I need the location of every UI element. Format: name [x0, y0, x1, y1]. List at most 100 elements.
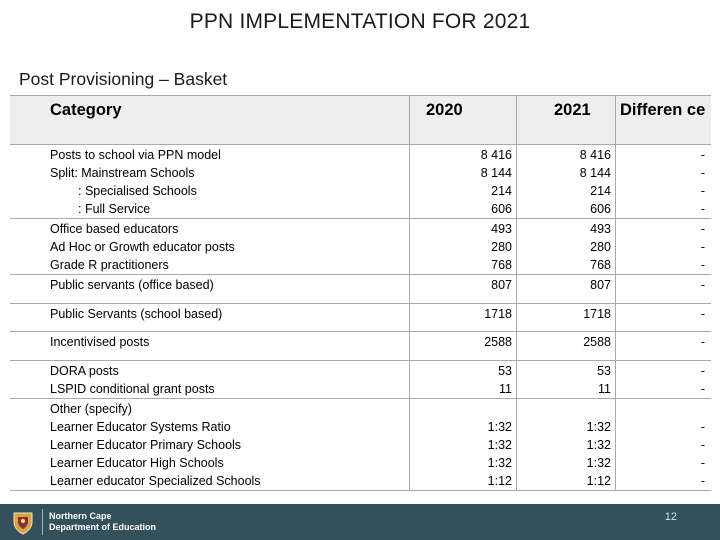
row-value: 1:12 [586, 473, 611, 488]
row-value: 53 [597, 363, 611, 378]
category-cell: Posts to school via PPN model Split: Main… [10, 145, 410, 218]
value-2021-cell: 807 [517, 275, 616, 303]
row-label: Learner educator Specialized Schools [50, 473, 261, 488]
row-value: - [700, 222, 705, 236]
value-2021-cell: 53 11 [517, 360, 616, 398]
value-2020-cell: 1:32 1:32 1:32 1:12 [410, 398, 517, 490]
row-value: 214 [491, 184, 512, 198]
row-value: 807 [590, 278, 611, 292]
table-row: Office based educators Ad Hoc or Growth e… [10, 219, 711, 275]
header-2020: 2020 [410, 96, 517, 144]
table-row: Public Servants (school based) 1718 1718 - [10, 303, 711, 332]
value-2020-cell: 493 280 768 [410, 219, 517, 274]
row-value: 1:12 [487, 473, 512, 488]
row-label: Learner Educator High Schools [50, 455, 224, 470]
row-label: Learner Educator Primary Schools [50, 437, 242, 452]
row-value: 807 [491, 278, 512, 292]
row-value: 1:32 [586, 419, 611, 434]
row-value: - [700, 419, 705, 434]
row-value: - [700, 437, 705, 452]
difference-cell: - [616, 304, 711, 332]
row-value: 280 [590, 240, 611, 254]
row-value: - [700, 363, 705, 378]
row-value: 768 [491, 258, 512, 272]
row-value: - [700, 166, 705, 180]
row-value: - [700, 278, 705, 292]
row-value: 768 [590, 258, 611, 272]
row-value: 280 [491, 240, 512, 254]
table-row: Incentivised posts 2588 2588 - [10, 332, 711, 361]
row-value: 1:32 [487, 419, 512, 434]
row-label: Split: Mainstream Schools [50, 166, 195, 180]
row-value: 11 [499, 381, 512, 396]
category-cell: Office based educators Ad Hoc or Growth e… [10, 219, 410, 274]
footer-divider [42, 509, 43, 535]
section-title: Post Provisioning – Basket [19, 69, 228, 89]
row-label: Public servants (office based) [50, 278, 214, 292]
table-row: DORA posts LSPID conditional grant posts 5… [10, 360, 711, 399]
row-label: : Specialised Schools [78, 184, 197, 198]
row-value: 493 [491, 222, 512, 236]
value-2020-cell: 1718 [410, 303, 517, 331]
header-difference: Differen ce [620, 101, 706, 119]
row-value: 1:32 [487, 437, 512, 452]
row-value: - [700, 306, 705, 321]
row-value [517, 400, 611, 418]
row-label: Ad Hoc or Growth educator posts [50, 240, 235, 254]
category-cell: DORA posts LSPID conditional grant posts [10, 360, 410, 398]
difference-cell: - - - [616, 219, 711, 274]
value-2020-cell: 53 11 [410, 360, 517, 398]
row-label: Incentivised posts [50, 335, 150, 349]
row-value: 53 [498, 363, 512, 378]
row-value: - [700, 473, 705, 488]
table-body: Posts to school via PPN model Split: Main… [10, 145, 711, 491]
row-label: Office based educators [50, 222, 179, 236]
table-header-row: Category 2020 2021 Differen ce [10, 96, 711, 145]
value-2020-cell: 8 416 8 144 214 606 [410, 145, 517, 218]
post-provisioning-table: Category 2020 2021 Differen ce Posts to … [10, 95, 711, 491]
row-value: 606 [491, 202, 512, 216]
row-value: - [700, 381, 705, 396]
row-value [410, 400, 512, 418]
table-row: Public servants (office based) 807 807 - [10, 275, 711, 304]
value-2021-cell: 8 416 8 144 214 606 [517, 145, 616, 218]
row-value: 11 [598, 381, 611, 396]
category-cell: Public servants (office based) [10, 275, 410, 303]
difference-cell: - [616, 332, 711, 360]
difference-cell: - - - - [616, 145, 711, 218]
row-value: - [700, 184, 705, 198]
category-cell: Public Servants (school based) [10, 303, 410, 331]
value-2021-cell: 493 280 768 [517, 219, 616, 274]
org-name: Northern Cape Department of Education [49, 511, 156, 533]
row-value: 2588 [583, 335, 611, 349]
value-2020-cell: 807 [410, 275, 517, 303]
row-value: 8 144 [579, 166, 611, 180]
row-value: 1718 [484, 306, 512, 321]
footer-bar: Northern Cape Department of Education 12 [0, 504, 720, 540]
row-value: - [700, 335, 705, 349]
difference-cell: - [616, 275, 711, 303]
header-category: Category [10, 96, 410, 144]
row-label: Other (specify) [50, 401, 132, 416]
value-2020-cell: 2588 [410, 332, 517, 360]
difference-cell: - - - - [616, 399, 711, 490]
row-value: 1:32 [586, 455, 611, 470]
row-value: 493 [590, 222, 611, 236]
row-label: Posts to school via PPN model [50, 148, 221, 162]
row-value: 214 [590, 184, 611, 198]
row-label: DORA posts [50, 363, 119, 378]
value-2021-cell: 1718 [517, 303, 616, 331]
row-value: 8 416 [480, 148, 512, 162]
row-value: 1:32 [487, 455, 512, 470]
row-value: 606 [590, 202, 611, 216]
org-name-line1: Northern Cape [49, 511, 112, 521]
coat-of-arms-icon [13, 512, 33, 535]
table-row: Other (specify) Learner Educator Systems … [10, 398, 711, 491]
row-label: Public Servants (school based) [50, 306, 223, 321]
org-name-line2: Department of Education [49, 522, 157, 532]
row-value: - [700, 240, 705, 254]
row-label: LSPID conditional grant posts [50, 381, 215, 396]
row-value: 1:32 [586, 437, 611, 452]
value-2021-cell: 1:32 1:32 1:32 1:12 [517, 398, 616, 490]
category-cell: Other (specify) Learner Educator Systems … [10, 398, 410, 490]
